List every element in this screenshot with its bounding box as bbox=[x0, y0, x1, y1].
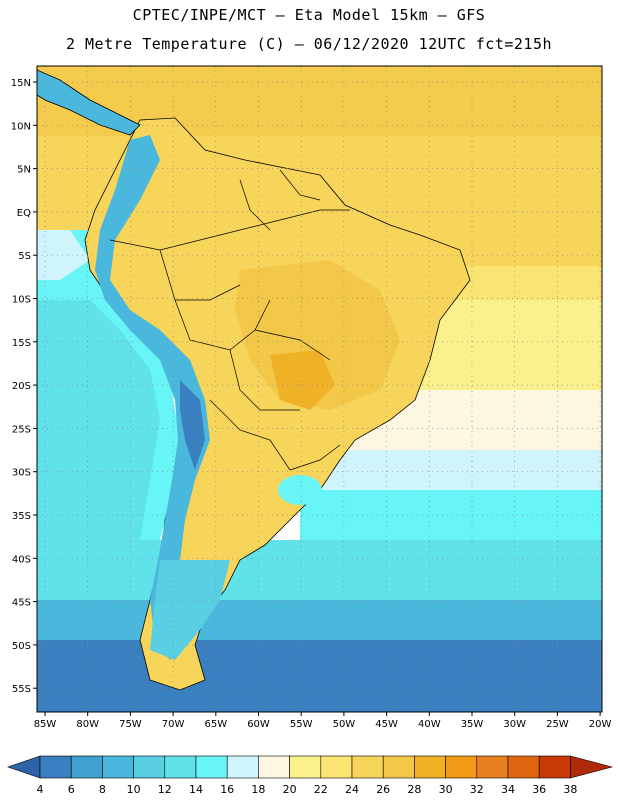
pacific-mild-patch bbox=[37, 230, 90, 280]
central-america bbox=[37, 69, 141, 136]
lon-label: 40W bbox=[418, 719, 441, 730]
colorbar-segment bbox=[289, 755, 322, 779]
colorbar-label: 12 bbox=[158, 783, 172, 796]
lat-label: 45S bbox=[12, 598, 31, 609]
lat-label: 10N bbox=[11, 121, 31, 132]
lon-label: 45W bbox=[375, 719, 398, 730]
lon-label: 85W bbox=[34, 719, 57, 730]
ocean-atlantic-cool bbox=[300, 450, 602, 490]
graticule bbox=[37, 66, 602, 712]
colorbar-segment bbox=[258, 755, 290, 779]
ocean-atlantic-cold bbox=[300, 490, 602, 540]
colorbar-label: 38 bbox=[563, 783, 577, 796]
lat-label: EQ bbox=[17, 208, 31, 219]
colorbar-label: 30 bbox=[439, 783, 453, 796]
ocean-south-3 bbox=[37, 640, 602, 712]
colorbar-label: 16 bbox=[220, 783, 234, 796]
colorbar-label: 14 bbox=[189, 783, 203, 796]
ocean-south-2 bbox=[37, 600, 602, 640]
lon-label: 65W bbox=[204, 719, 227, 730]
ocean-south-1 bbox=[37, 540, 602, 600]
colorbar-segment bbox=[320, 755, 353, 779]
colorbar-segment bbox=[414, 755, 446, 779]
colorbar-left-arrow bbox=[7, 755, 41, 779]
colorbar-segment bbox=[507, 755, 540, 779]
colorbar-label: 26 bbox=[376, 783, 390, 796]
colorbar-label: 36 bbox=[532, 783, 546, 796]
colorbar-label: 10 bbox=[127, 783, 141, 796]
map-title: CPTEC/INPE/MCT – Eta Model 15km – GFS bbox=[132, 6, 486, 24]
lon-label: 30W bbox=[503, 719, 526, 730]
lat-label: 5S bbox=[18, 251, 31, 262]
colorbar-label: 20 bbox=[283, 783, 297, 796]
colorbar-label: 24 bbox=[345, 783, 359, 796]
colorbar-label: 18 bbox=[251, 783, 265, 796]
lon-label: 60W bbox=[247, 719, 270, 730]
lat-label: 5N bbox=[17, 165, 31, 176]
lat-label: 50S bbox=[12, 641, 31, 652]
colorbar-label: 34 bbox=[501, 783, 515, 796]
colorbar-label: 8 bbox=[99, 783, 106, 796]
colorbar-segment bbox=[164, 755, 197, 779]
colorbar-segment bbox=[351, 755, 384, 779]
lat-label: 25S bbox=[12, 424, 31, 435]
map-field bbox=[37, 66, 602, 712]
uruguay-cool-spot bbox=[278, 475, 322, 505]
longitude-axis: 85W 80W 75W 70W 65W 60W 55W 50W 45W 40W 35W 30W 25W 2… bbox=[34, 712, 612, 730]
lat-label: 40S bbox=[12, 554, 31, 565]
country-borders bbox=[109, 169, 350, 471]
lon-label: 80W bbox=[76, 719, 99, 730]
colorbar-segment bbox=[445, 755, 478, 779]
andes-cold-band bbox=[95, 135, 210, 660]
lon-label: 55W bbox=[290, 719, 313, 730]
colorbar-label: 4 bbox=[37, 783, 44, 796]
lat-label: 10S bbox=[12, 295, 31, 306]
pacific-cold-tongue bbox=[37, 300, 160, 540]
colorbar-segment bbox=[382, 755, 415, 779]
colorbar-segment bbox=[39, 755, 72, 779]
colorbar-label: 22 bbox=[314, 783, 328, 796]
lat-label: 20S bbox=[12, 381, 31, 392]
colorbar-segment bbox=[195, 755, 228, 779]
colorbar-segment bbox=[102, 755, 134, 779]
latitude-axis: 15N 10N 5N EQ 5S 10S 15S 20S 25S 30S 35S 40S 45S 50S 5… bbox=[11, 78, 37, 695]
map-subtitle: 2 Metre Temperature (C) – 06/12/2020 12U… bbox=[65, 35, 553, 53]
colorbar-segment bbox=[70, 755, 103, 779]
patagonia-region bbox=[150, 560, 230, 660]
map-frame bbox=[36, 65, 603, 713]
lat-label: 30S bbox=[12, 468, 31, 479]
colorbar-label: 28 bbox=[407, 783, 421, 796]
lon-label: 70W bbox=[162, 719, 185, 730]
interior-hottest-region bbox=[270, 350, 335, 410]
colorbar-label: 32 bbox=[470, 783, 484, 796]
lat-label: 35S bbox=[12, 511, 31, 522]
lon-label: 50W bbox=[333, 719, 356, 730]
colorbar-segment bbox=[226, 755, 259, 779]
colorbar-label: 6 bbox=[68, 783, 75, 796]
colorbar-segment bbox=[476, 755, 509, 779]
lat-label: 15S bbox=[12, 338, 31, 349]
colorbar-segment bbox=[133, 755, 166, 779]
lon-label: 25W bbox=[546, 719, 569, 730]
colorbar-segment bbox=[538, 755, 571, 779]
colorbar-right-arrow bbox=[570, 755, 614, 779]
andes-coldest-patch bbox=[180, 380, 205, 470]
lat-label: 55S bbox=[12, 684, 31, 695]
lon-label: 20W bbox=[589, 719, 612, 730]
lat-label: 15N bbox=[11, 78, 31, 89]
lon-label: 75W bbox=[119, 719, 142, 730]
colorbar: 4 6 8 10 12 14 16 18 20 22 24 26 28 30 32 34 36 38 bbox=[7, 755, 614, 796]
lon-label: 35W bbox=[461, 719, 484, 730]
